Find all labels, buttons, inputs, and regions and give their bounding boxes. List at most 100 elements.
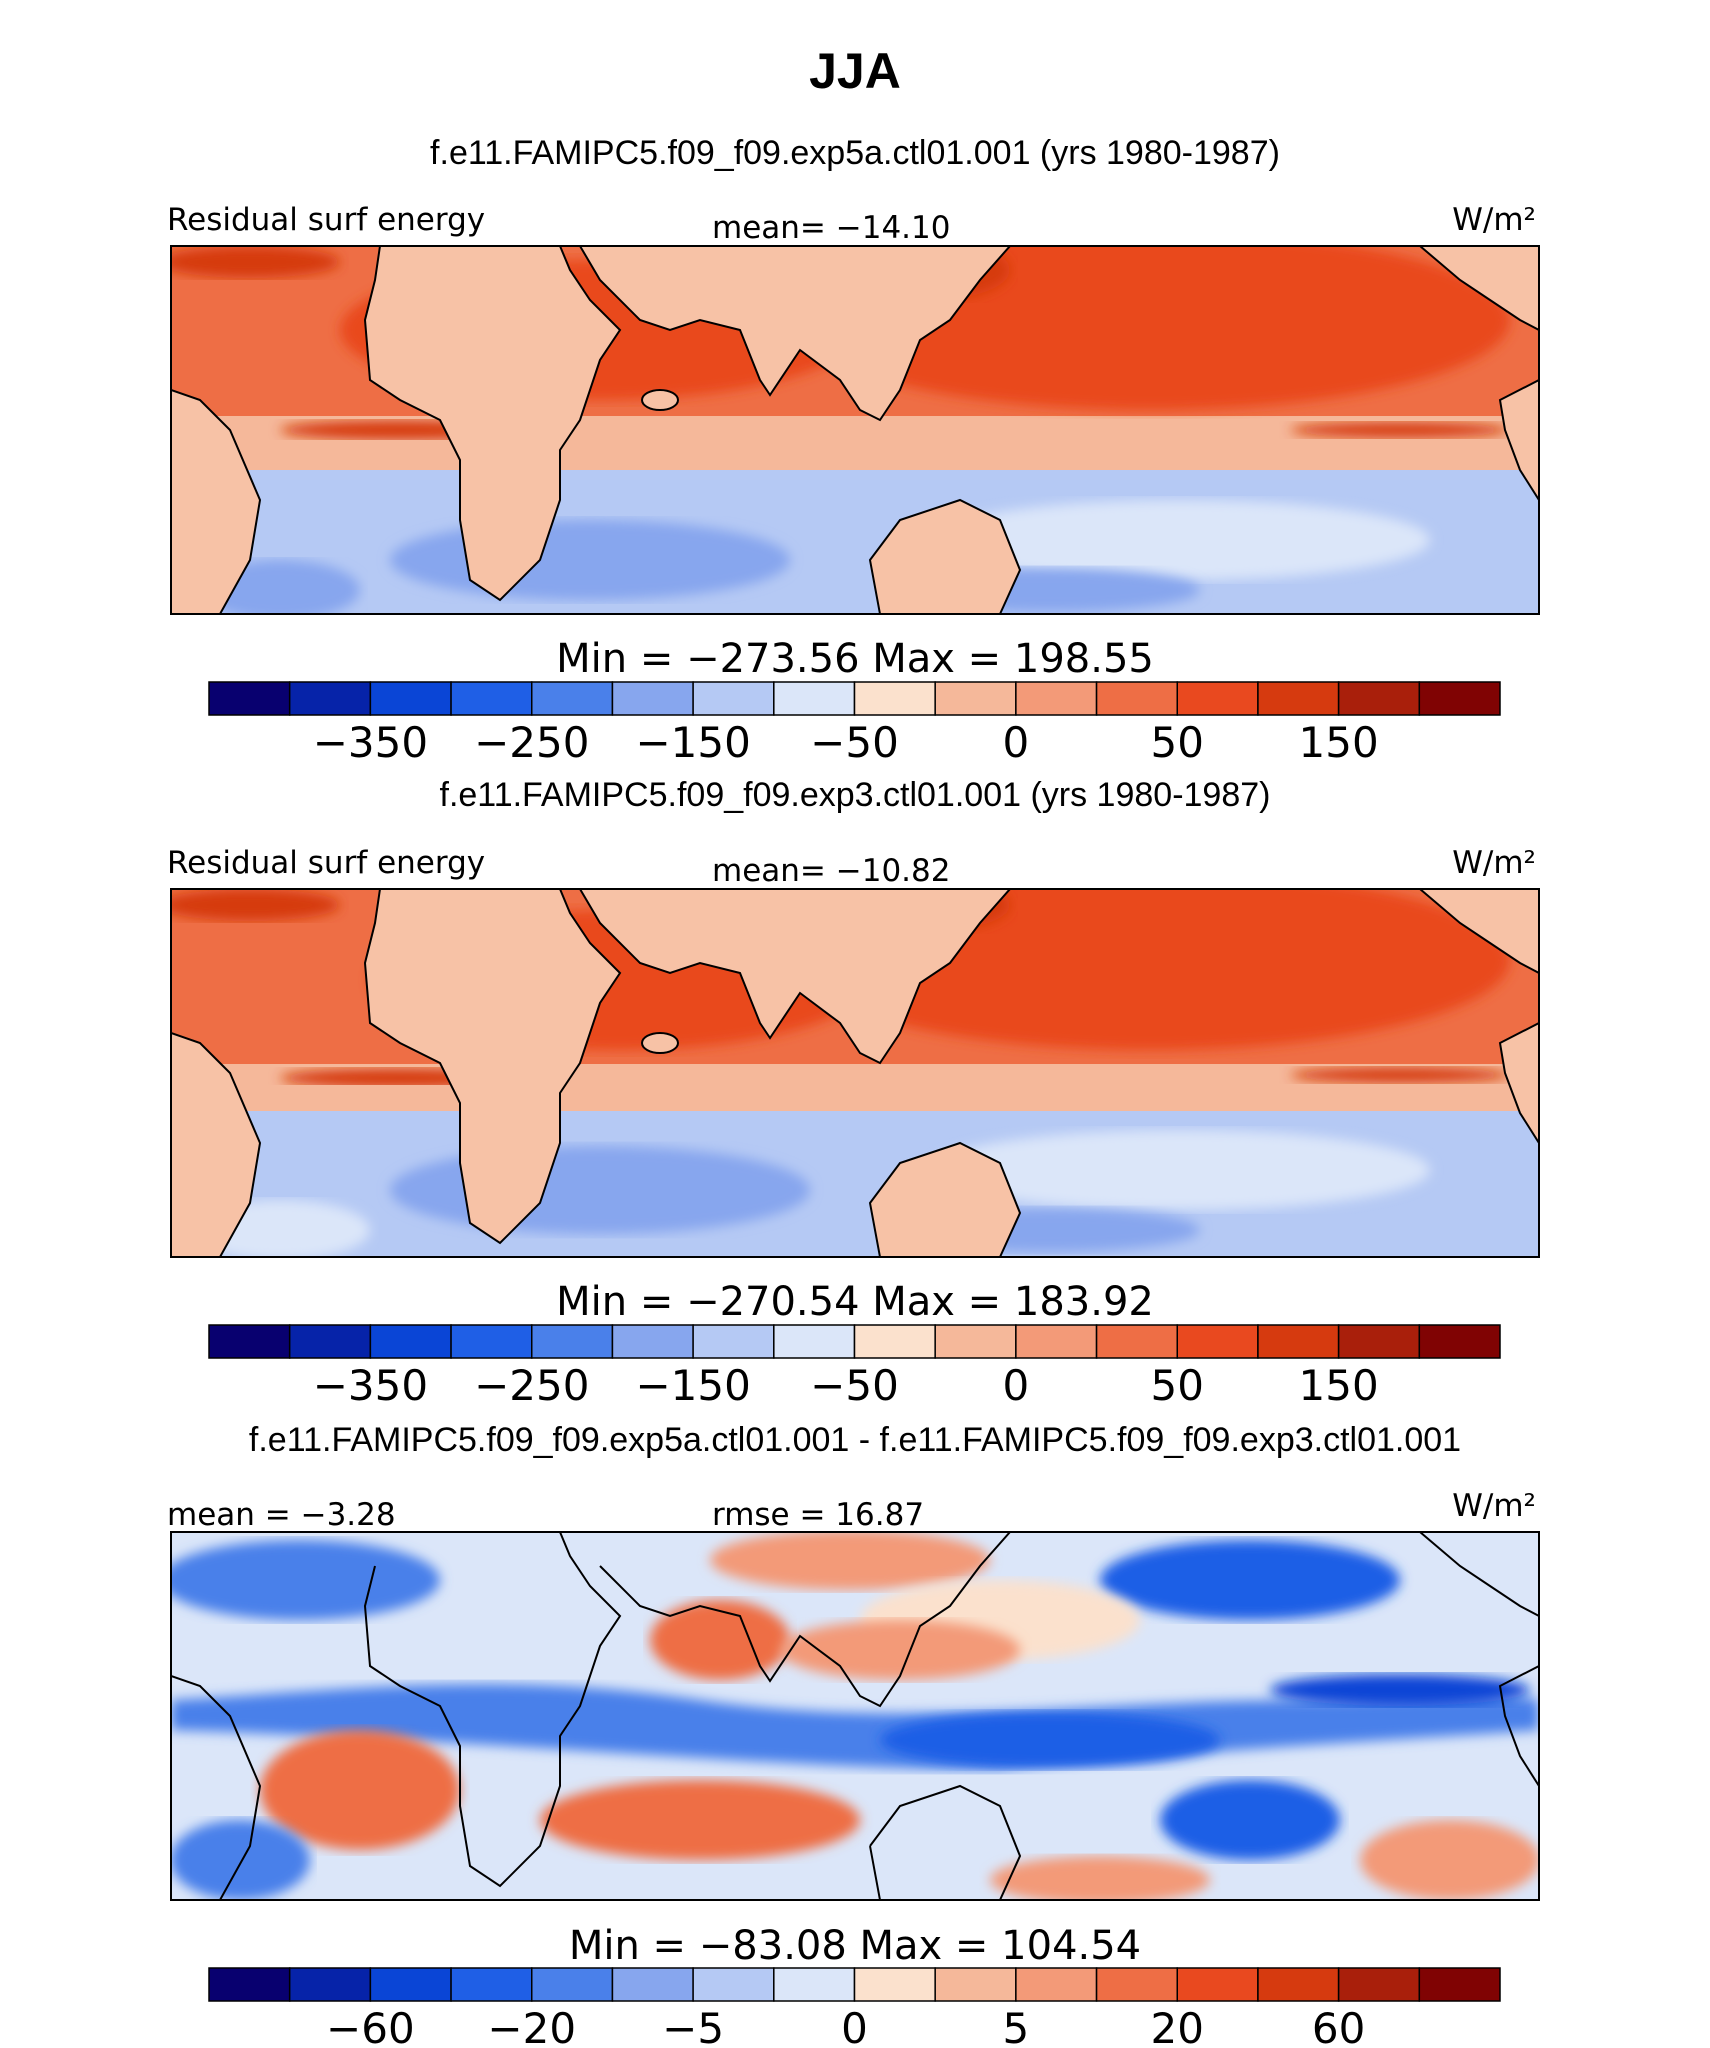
colorbar-box <box>1176 1967 1259 2002</box>
colorbar-tick-label: 50 <box>1151 718 1204 767</box>
africa-coast <box>363 1532 622 1888</box>
panel-2-map-frame <box>170 888 1540 1258</box>
panel-3-units-label: W/m² <box>1452 1488 1536 1524</box>
colorbar-box <box>934 681 1017 716</box>
colorbar-box <box>288 681 372 716</box>
colorbar-box <box>773 1324 856 1359</box>
colorbar-box <box>1418 1324 1501 1359</box>
panel-2-mean-label: mean= −10.82 <box>712 853 950 889</box>
panel-1-colorbar <box>208 681 1501 716</box>
colorbar-tick-label: −250 <box>474 1361 589 1410</box>
colorbar-tick-label: −150 <box>635 718 750 767</box>
north-america-land <box>1418 889 1539 975</box>
colorbar-box <box>1337 681 1421 716</box>
colorbar-tick-label: 0 <box>1003 718 1030 767</box>
colorbar-tick-label: 60 <box>1312 2004 1365 2048</box>
panel-3-case-title: f.e11.FAMIPC5.f09_f09.exp5a.ctl01.001 - … <box>249 1421 1461 1459</box>
panel-3-mean-label: mean = −3.28 <box>167 1497 396 1533</box>
colorbar-box <box>450 681 533 716</box>
colorbar-box <box>208 1324 291 1359</box>
colorbar-tick-label: −150 <box>635 1361 750 1410</box>
panel-1-units-label: W/m² <box>1452 202 1536 238</box>
panel-3-minmax: Min = −83.08 Max = 104.54 <box>569 1923 1141 1969</box>
africa-land <box>363 246 622 602</box>
colorbar-box <box>1015 1324 1098 1359</box>
colorbar-box <box>773 1967 856 2002</box>
south-america-coast <box>171 1675 262 1900</box>
colorbar-tick-label: −60 <box>326 2004 415 2048</box>
south-america-land <box>171 1031 262 1257</box>
panel-1-case-title: f.e11.FAMIPC5.f09_f09.exp5a.ctl01.001 (y… <box>430 134 1280 172</box>
colorbar-box <box>611 681 694 716</box>
colorbar-box <box>1095 681 1178 716</box>
colorbar-tick-label: 5 <box>1003 2004 1030 2048</box>
asia-land <box>578 246 1012 422</box>
panel-1-map-frame <box>170 245 1540 615</box>
colorbar-box <box>934 1324 1017 1359</box>
colorbar-box <box>773 681 856 716</box>
colorbar-box <box>1418 681 1501 716</box>
asia-coast <box>599 1532 1011 1708</box>
colorbar-box <box>934 1967 1017 2002</box>
colorbar-box <box>1257 1324 1340 1359</box>
panel-3-coastlines <box>171 1532 1539 1900</box>
colorbar-box <box>611 1324 694 1359</box>
south-america-west-coast <box>1498 1665 1539 1787</box>
colorbar-tick-label: 0 <box>1003 1361 1030 1410</box>
panel-1-colorbar-ticks: −350 −250 −150 −50 0 50 150 <box>313 718 1379 767</box>
panel-1-map <box>171 246 1539 614</box>
panel-1-variable-label: Residual surf energy <box>167 202 485 238</box>
colorbar-tick-label: 50 <box>1151 1361 1204 1410</box>
panel-2-minmax: Min = −270.54 Max = 183.92 <box>556 1279 1154 1325</box>
colorbar-box <box>450 1324 533 1359</box>
colorbar-box <box>853 1967 936 2002</box>
panel-3-map-frame <box>170 1531 1540 1901</box>
colorbar-box <box>1418 1967 1501 2002</box>
colorbar-box <box>692 681 775 716</box>
panel-2-units-label: W/m² <box>1452 845 1536 881</box>
panel-3-colorbar-ticks: −60 −20 −5 0 5 20 60 <box>326 2004 1365 2048</box>
colorbar-box <box>853 1324 936 1359</box>
colorbar-tick-label: −250 <box>474 718 589 767</box>
colorbar-box <box>288 1324 372 1359</box>
panel-2-colorbar-ticks: −350 −250 −150 −50 0 50 150 <box>313 1361 1379 1410</box>
colorbar-tick-label: −50 <box>810 718 899 767</box>
south-america-west-land <box>1498 378 1539 502</box>
colorbar-box <box>369 681 452 716</box>
colorbar-box <box>692 1324 775 1359</box>
colorbar-tick-label: −50 <box>810 1361 899 1410</box>
panel-3-rmse-label: rmse = 16.87 <box>712 1497 924 1533</box>
colorbar-box <box>1176 681 1259 716</box>
colorbar-box <box>208 1967 291 2002</box>
colorbar-box <box>1257 1967 1340 2002</box>
colorbar-box <box>1257 681 1340 716</box>
colorbar-box <box>531 681 614 716</box>
colorbar-box <box>1015 1967 1098 2002</box>
colorbar-box <box>1176 1324 1259 1359</box>
panel-1: f.e11.FAMIPC5.f09_f09.exp5a.ctl01.001 (y… <box>167 134 1540 767</box>
colorbar-box <box>531 1324 614 1359</box>
colorbar-box <box>1337 1967 1421 2002</box>
colorbar-box <box>288 1967 372 2002</box>
australia-land <box>868 1141 1022 1257</box>
colorbar-box <box>450 1967 533 2002</box>
colorbar-box <box>208 681 291 716</box>
panel-2-variable-label: Residual surf energy <box>167 845 485 881</box>
colorbar-box <box>611 1967 694 2002</box>
colorbar-box <box>369 1324 452 1359</box>
colorbar-tick-label: −350 <box>313 1361 428 1410</box>
panel-2-colorbar <box>208 1324 1501 1359</box>
colorbar-tick-label: 0 <box>841 2004 868 2048</box>
colorbar-tick-label: −5 <box>662 2004 724 2048</box>
figure-title: JJA <box>809 43 901 99</box>
panel-2: f.e11.FAMIPC5.f09_f09.exp3.ctl01.001 (yr… <box>167 776 1540 1410</box>
colorbar-box <box>692 1967 775 2002</box>
colorbar-tick-label: −20 <box>487 2004 576 2048</box>
panel-2-map <box>171 889 1539 1257</box>
colorbar-tick-label: −350 <box>313 718 428 767</box>
panel-3-map <box>171 1532 1539 1900</box>
panel-3-colorbar <box>208 1967 1501 2002</box>
colorbar-tick-label: 150 <box>1299 1361 1379 1410</box>
colorbar-box <box>1337 1324 1421 1359</box>
